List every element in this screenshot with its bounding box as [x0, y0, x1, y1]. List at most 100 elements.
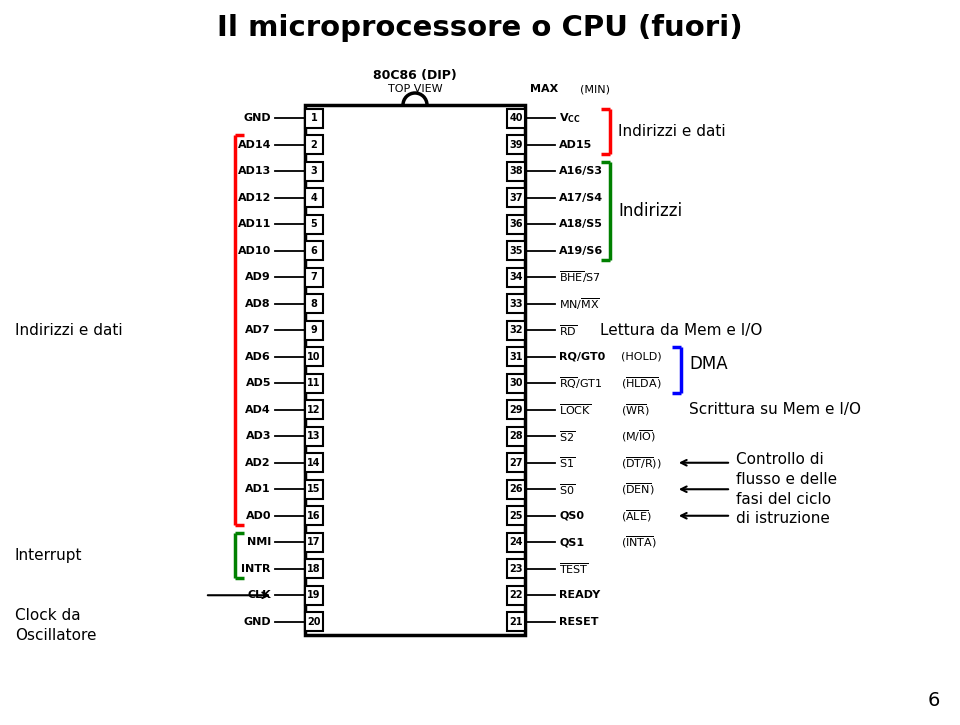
- Text: AD0: AD0: [246, 510, 271, 521]
- Text: (HOLD): (HOLD): [621, 352, 661, 362]
- Text: 20: 20: [307, 617, 321, 626]
- Text: DMA: DMA: [689, 355, 728, 373]
- Text: Clock da
Oscillatore: Clock da Oscillatore: [15, 608, 97, 642]
- Text: AD9: AD9: [245, 273, 271, 282]
- Text: A18/S5: A18/S5: [559, 219, 603, 229]
- Bar: [305, 347, 323, 366]
- Text: A16/S3: A16/S3: [559, 166, 603, 176]
- Text: V$_\mathregular{CC}$: V$_\mathregular{CC}$: [559, 112, 581, 125]
- Bar: [305, 400, 323, 419]
- Text: 16: 16: [307, 510, 321, 521]
- Bar: [507, 215, 525, 233]
- Text: 13: 13: [307, 431, 321, 442]
- Bar: [305, 427, 323, 446]
- Bar: [507, 135, 525, 154]
- Text: AD6: AD6: [245, 352, 271, 362]
- Text: 4: 4: [311, 193, 318, 203]
- Text: 38: 38: [509, 166, 523, 176]
- Bar: [305, 241, 323, 260]
- Text: $\overline{\rm RQ}$/GT1: $\overline{\rm RQ}$/GT1: [559, 376, 603, 391]
- Text: $\overline{\rm S1}$: $\overline{\rm S1}$: [559, 455, 575, 470]
- Bar: [507, 162, 525, 181]
- Bar: [305, 294, 323, 313]
- Text: 11: 11: [307, 378, 321, 389]
- Bar: [305, 105, 525, 635]
- Text: ($\overline{\rm INTA}$): ($\overline{\rm INTA}$): [621, 534, 657, 550]
- Text: 25: 25: [509, 510, 523, 521]
- Text: 29: 29: [509, 405, 523, 415]
- Bar: [305, 612, 323, 631]
- Bar: [305, 109, 323, 128]
- Text: A19/S6: A19/S6: [559, 246, 603, 256]
- Text: 33: 33: [509, 299, 523, 309]
- Text: GND: GND: [244, 617, 271, 626]
- Bar: [507, 188, 525, 207]
- Bar: [305, 162, 323, 181]
- Bar: [507, 559, 525, 579]
- Text: AD1: AD1: [246, 484, 271, 494]
- Bar: [305, 320, 323, 340]
- Text: Scrittura su Mem e I/O: Scrittura su Mem e I/O: [689, 402, 861, 418]
- Text: 1: 1: [311, 113, 318, 123]
- Bar: [507, 427, 525, 446]
- Bar: [507, 533, 525, 552]
- Text: 26: 26: [509, 484, 523, 494]
- Text: $\overline{\rm S0}$: $\overline{\rm S0}$: [559, 482, 575, 497]
- Bar: [305, 559, 323, 579]
- Text: QS1: QS1: [559, 537, 584, 547]
- Text: 7: 7: [311, 273, 318, 282]
- Text: Controllo di
flusso e delle
fasi del ciclo
di istruzione: Controllo di flusso e delle fasi del cic…: [736, 452, 837, 526]
- Text: 6: 6: [311, 246, 318, 256]
- Text: READY: READY: [559, 590, 600, 600]
- Text: 31: 31: [509, 352, 523, 362]
- Bar: [507, 400, 525, 419]
- Bar: [507, 320, 525, 340]
- Bar: [305, 480, 323, 499]
- Text: Il microprocessore o CPU (fuori): Il microprocessore o CPU (fuori): [217, 14, 743, 42]
- Text: $\overline{\rm LOCK}$: $\overline{\rm LOCK}$: [559, 402, 591, 417]
- Text: AD3: AD3: [246, 431, 271, 442]
- Text: ($\overline{\rm DT/R}$)): ($\overline{\rm DT/R}$)): [621, 455, 661, 471]
- Text: 21: 21: [509, 617, 523, 626]
- Text: Indirizzi: Indirizzi: [618, 202, 683, 220]
- Text: ($\overline{\rm WR}$): ($\overline{\rm WR}$): [621, 402, 650, 418]
- Bar: [507, 586, 525, 605]
- Text: GND: GND: [244, 113, 271, 123]
- Bar: [305, 135, 323, 154]
- Text: A17/S4: A17/S4: [559, 193, 603, 203]
- Text: 27: 27: [509, 457, 523, 468]
- Bar: [507, 347, 525, 366]
- Bar: [507, 506, 525, 526]
- Text: Interrupt: Interrupt: [15, 548, 83, 563]
- Bar: [305, 268, 323, 287]
- Text: 5: 5: [311, 219, 318, 229]
- Bar: [507, 480, 525, 499]
- Text: AD15: AD15: [559, 140, 592, 150]
- Text: ($\overline{\rm ALE}$): ($\overline{\rm ALE}$): [621, 508, 652, 523]
- Text: (M/$\overline{\rm IO}$): (M/$\overline{\rm IO}$): [621, 428, 657, 444]
- Text: RQ/GT0: RQ/GT0: [559, 352, 605, 362]
- Text: 23: 23: [509, 564, 523, 573]
- Text: 30: 30: [509, 378, 523, 389]
- Text: 37: 37: [509, 193, 523, 203]
- Text: AD5: AD5: [246, 378, 271, 389]
- Text: 39: 39: [509, 140, 523, 150]
- Bar: [507, 453, 525, 472]
- Text: AD7: AD7: [246, 326, 271, 335]
- Text: TOP VIEW: TOP VIEW: [388, 84, 443, 94]
- Text: ($\overline{\rm DEN}$): ($\overline{\rm DEN}$): [621, 481, 655, 497]
- Text: 22: 22: [509, 590, 523, 600]
- Text: 9: 9: [311, 326, 318, 335]
- Text: AD8: AD8: [246, 299, 271, 309]
- Text: 3: 3: [311, 166, 318, 176]
- Text: QS0: QS0: [559, 510, 584, 521]
- Text: AD4: AD4: [245, 405, 271, 415]
- Text: Indirizzi e dati: Indirizzi e dati: [618, 124, 726, 139]
- Bar: [507, 294, 525, 313]
- Text: AD2: AD2: [246, 457, 271, 468]
- Text: ($\overline{\rm HLDA}$): ($\overline{\rm HLDA}$): [621, 376, 661, 391]
- Text: 8: 8: [311, 299, 318, 309]
- Text: NMI: NMI: [247, 537, 271, 547]
- Bar: [507, 373, 525, 393]
- Text: RESET: RESET: [559, 617, 598, 626]
